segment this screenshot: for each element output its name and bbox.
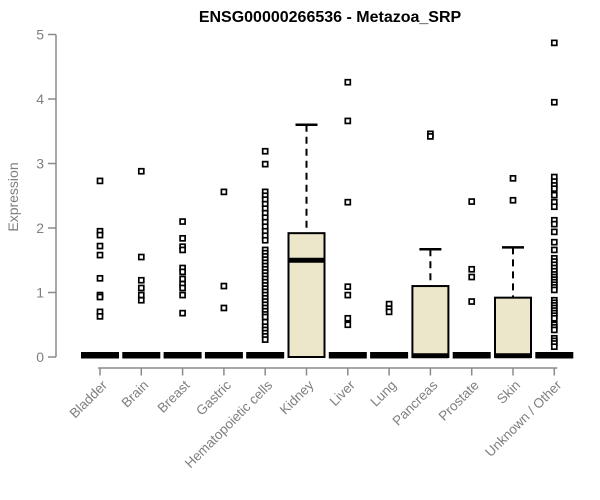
x-tick-label: Breast [155, 377, 193, 415]
outlier-point [550, 314, 558, 322]
outlier-point [137, 284, 145, 292]
outlier-point [550, 228, 558, 236]
outlier-point [96, 177, 104, 185]
outlier-point [550, 185, 558, 193]
outlier-point [550, 286, 558, 294]
outlier-point [220, 304, 228, 312]
outlier-point [179, 291, 186, 299]
outlier-point [344, 198, 352, 206]
outlier-point [179, 246, 186, 254]
x-tick-label: Prostate [436, 378, 482, 424]
outlier-point [179, 275, 186, 283]
outlier-point [344, 117, 352, 125]
y-tick-label: 3 [36, 156, 44, 172]
outlier-point [220, 282, 228, 290]
collapsed-box [535, 352, 574, 359]
x-tick-label: Liver [327, 377, 359, 409]
outlier-point [96, 231, 104, 239]
outlier-point [261, 236, 269, 244]
outlier-point [179, 284, 186, 292]
y-tick-label: 2 [36, 220, 44, 236]
outlier-point [344, 314, 352, 322]
x-tick-label: Skin [494, 378, 523, 407]
outlier-point [137, 167, 145, 175]
outlier-point [179, 309, 186, 317]
x-tick-label: Lung [367, 378, 399, 410]
outlier-point [179, 218, 186, 225]
outlier-point [261, 336, 269, 343]
outlier-point [427, 133, 434, 140]
x-tick-label: Bladder [67, 377, 111, 421]
x-tick-label: Gastric [193, 377, 234, 418]
collapsed-box [204, 352, 243, 359]
outlier-point [550, 220, 558, 228]
outlier-point [344, 321, 352, 329]
outlier-point [344, 283, 352, 291]
outlier-point [137, 291, 145, 299]
x-tick-label: Kidney [277, 377, 317, 417]
collapsed-box [246, 352, 285, 359]
x-tick-label: Brain [119, 378, 152, 411]
outlier-point [261, 313, 269, 321]
outlier-point [96, 242, 104, 250]
y-tick-label: 0 [36, 349, 44, 365]
outlier-point [550, 191, 558, 199]
outlier-point [550, 238, 558, 246]
outlier-point [220, 188, 228, 196]
outlier-point [96, 293, 104, 301]
outlier-point [550, 39, 558, 47]
box [287, 232, 326, 358]
outlier-point [468, 298, 476, 305]
outlier-point [509, 196, 517, 204]
outlier-point [550, 246, 558, 254]
collapsed-box [163, 352, 202, 359]
outlier-point [96, 313, 104, 320]
outlier-point [261, 160, 269, 168]
outlier-point [385, 308, 393, 316]
outlier-point [137, 296, 145, 304]
y-tick-label: 4 [36, 91, 44, 107]
outlier-point [550, 343, 558, 351]
outlier-point [137, 276, 145, 284]
outlier-point [468, 265, 476, 273]
collapsed-box [370, 352, 409, 359]
outlier-point [261, 147, 269, 155]
outlier-point [550, 326, 558, 334]
box [411, 285, 450, 358]
outlier-point [550, 98, 558, 106]
outlier-point [96, 251, 104, 259]
outlier-point [468, 273, 476, 281]
x-tick-label: Unknown / Other [482, 377, 565, 460]
y-tick-label: 5 [36, 27, 44, 43]
outlier-point [179, 268, 186, 276]
outlier-point [137, 253, 145, 261]
outlier-point [179, 234, 186, 242]
outlier-point [344, 291, 352, 299]
outlier-point [468, 198, 476, 205]
outlier-point [550, 203, 558, 211]
outlier-point [344, 78, 352, 86]
y-tick-label: 1 [36, 285, 44, 301]
box [494, 296, 532, 359]
collapsed-box [122, 352, 161, 359]
x-tick-label: Pancreas [390, 377, 441, 428]
outlier-point [509, 174, 517, 182]
collapsed-box [328, 352, 367, 359]
outlier-point [96, 274, 104, 282]
chart-title: ENSG00000266536 - Metazoa_SRP [198, 9, 462, 26]
collapsed-box [452, 352, 491, 359]
collapsed-box [81, 352, 119, 359]
